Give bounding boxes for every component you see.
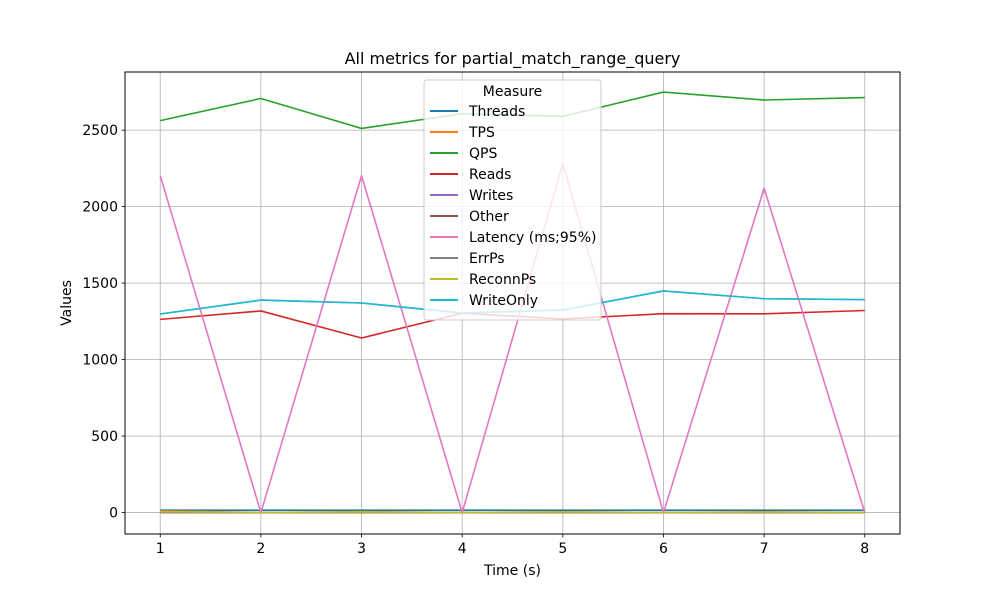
plot-frame — [124, 71, 901, 535]
x-axis-label: Time (s) — [483, 563, 541, 579]
x-tick-label: 5 — [558, 541, 567, 557]
legend-entry-label: TPS — [468, 125, 495, 141]
legend-entry-label: Reads — [469, 167, 511, 183]
legend-entry-label: ErrPs — [469, 251, 505, 267]
legend-entry-label: Writes — [469, 188, 513, 204]
legend-entry-label: ReconnPs — [469, 272, 536, 288]
x-tick-label: 8 — [860, 541, 869, 557]
series-line-8 — [160, 510, 865, 514]
x-tick-label: 2 — [256, 541, 265, 557]
y-tick-label: 1500 — [82, 276, 118, 292]
y-tick-label: 1000 — [82, 353, 118, 369]
legend-entry-label: QPS — [469, 146, 497, 162]
series-line-6 — [159, 163, 866, 514]
legend-box — [423, 79, 602, 321]
y-tick-label: 500 — [91, 429, 118, 445]
x-tick-label: 7 — [760, 541, 769, 557]
y-tick-label: 2000 — [82, 200, 118, 216]
y-tick-label: 0 — [109, 506, 118, 522]
legend-entry-label: Latency (ms;95%) — [469, 230, 596, 246]
legend-title: Measure — [483, 84, 543, 100]
x-tick-label: 6 — [659, 541, 668, 557]
chart-title: All metrics for partial_match_range_quer… — [345, 49, 681, 69]
legend-entry-label: Other — [469, 209, 509, 225]
y-axis-label: Values — [59, 280, 75, 326]
x-tick-label: 4 — [458, 541, 467, 557]
x-tick-label: 3 — [357, 541, 366, 557]
legend-entry-label: WriteOnly — [469, 293, 538, 309]
axis-ticks: 1 2 3 4 5 6 7 8 0 500 1000 1500 2000 2500 — [82, 123, 869, 557]
legend-entry-label: Threads — [468, 104, 525, 120]
legend: Measure Threads TPS QPS Reads Writes Other Late… — [423, 79, 602, 321]
x-tick-label: 1 — [156, 541, 165, 557]
y-tick-label: 2500 — [82, 123, 118, 139]
